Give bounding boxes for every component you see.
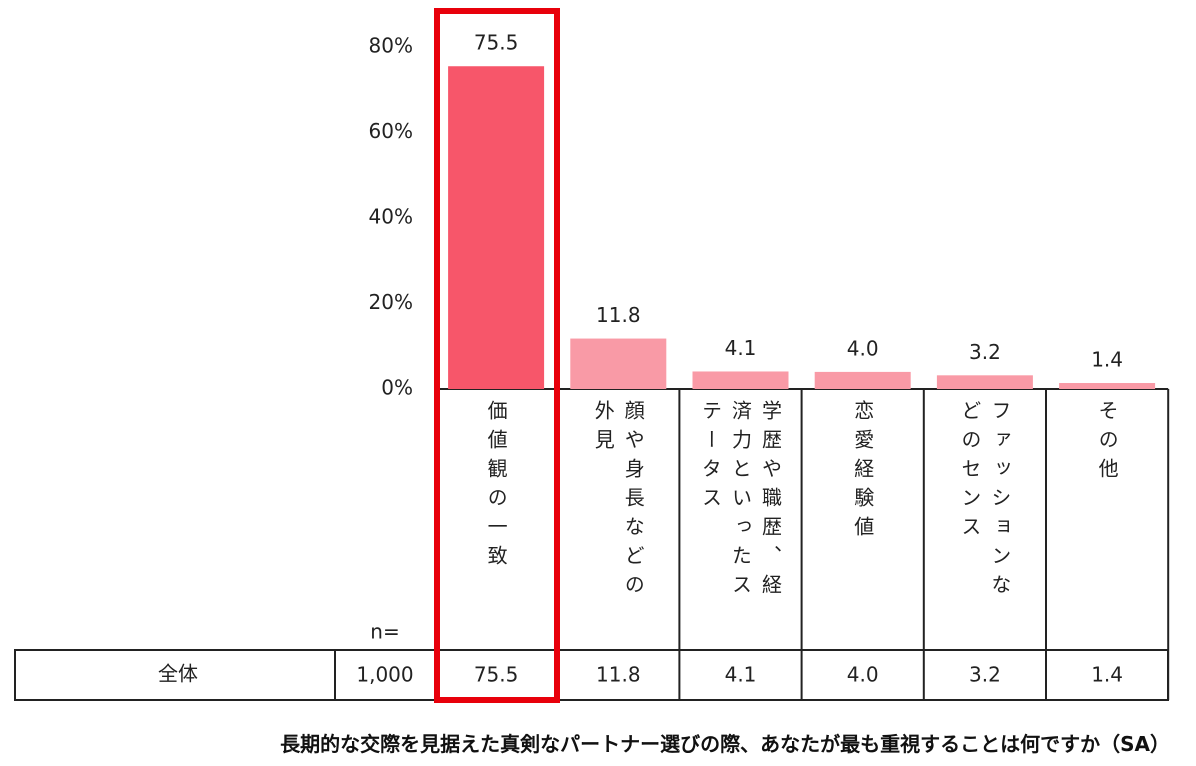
table-value: 4.0 xyxy=(847,663,879,687)
table-value: 3.2 xyxy=(969,663,1001,687)
value-label: 4.0 xyxy=(847,336,879,360)
category-label: 価値観の一致 xyxy=(484,400,509,574)
table-value: 1.4 xyxy=(1091,663,1123,687)
category-label: ファッションなどのセンス xyxy=(957,400,1012,603)
bar xyxy=(936,375,1033,389)
row-label: 全体 xyxy=(158,662,198,686)
y-tick-label: 0% xyxy=(381,376,413,400)
bar xyxy=(814,371,911,389)
table-value: 11.8 xyxy=(596,663,641,687)
bar xyxy=(692,371,789,389)
n-header: n= xyxy=(370,620,399,644)
table-value: 75.5 xyxy=(474,663,519,687)
y-tick-label: 40% xyxy=(369,205,413,229)
value-label: 1.4 xyxy=(1091,348,1123,372)
value-label: 75.5 xyxy=(474,31,519,55)
category-label: その他 xyxy=(1095,400,1120,487)
highlight-box xyxy=(434,8,560,703)
value-label: 4.1 xyxy=(725,336,757,360)
category-label: 顔や身長などの外見 xyxy=(591,400,646,603)
category-label: 学歴や職歴、経済力といったステータス xyxy=(698,400,783,603)
value-label: 3.2 xyxy=(969,340,1001,364)
table-value: 4.1 xyxy=(725,663,757,687)
y-tick-label: 60% xyxy=(369,119,413,143)
caption: 長期的な交際を見据えた真剣なパートナー選びの際、あなたが最も重視することは何です… xyxy=(280,732,1170,756)
bar xyxy=(570,338,667,389)
bar xyxy=(448,66,545,390)
y-tick-label: 20% xyxy=(369,290,413,314)
bar xyxy=(1059,383,1156,389)
category-label: 恋愛経験値 xyxy=(850,400,875,545)
value-label: 11.8 xyxy=(596,303,641,327)
y-tick-label: 80% xyxy=(369,34,413,58)
n-value: 1,000 xyxy=(356,663,413,687)
